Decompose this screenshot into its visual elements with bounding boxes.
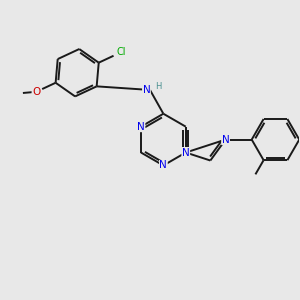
Text: N: N — [137, 122, 145, 132]
Text: H: H — [155, 82, 161, 91]
Text: Cl: Cl — [116, 47, 126, 57]
Text: N: N — [142, 85, 150, 95]
Text: O: O — [32, 87, 41, 97]
Text: N: N — [160, 160, 167, 170]
Text: N: N — [182, 148, 190, 158]
Text: N: N — [222, 135, 230, 145]
